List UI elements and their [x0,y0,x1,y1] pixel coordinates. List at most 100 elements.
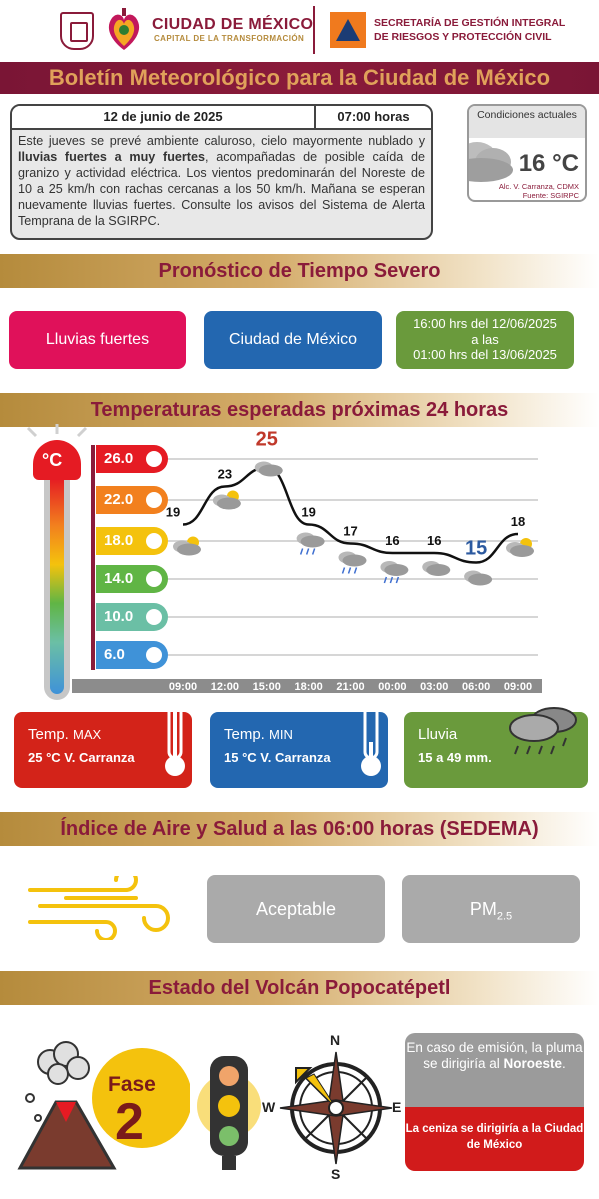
thermometer-icon [165,698,185,776]
stat-max-label-text: Temp. [28,726,69,743]
page-title: Boletín Meteorológico para la Ciudad de … [48,65,551,90]
stat-max-value: 25 °C V. Carranza [28,750,135,765]
rain-drop [389,576,394,584]
rain-cloud-icon [509,707,577,755]
bulletin-text-pre: Este jueves se prevé ambiente caluroso, … [18,134,425,148]
wind-icon [28,876,170,940]
data-label: 23 [218,467,232,482]
rain-drop [395,576,400,584]
compass-north: N [330,1032,341,1048]
severe-section-bar: Pronóstico de Tiempo Severo [0,254,599,288]
bulletin-text: Este jueves se prevé ambiente caluroso, … [12,130,431,232]
volcano-heading: Estado del Volcán Popocatépetl [148,977,451,999]
current-temperature: 16 °C [518,150,579,177]
cloud-icon [469,142,513,182]
plume-card: En caso de emisión, la pluma se dirigirí… [405,1033,584,1171]
agency-name: SECRETARÍA DE GESTIÓN INTEGRAL DE RIESGO… [374,16,574,44]
current-location: Alc. V. Carranza, CDMX Fuente: SGIRPC [499,182,579,200]
cdmx-shield-logo [60,12,94,50]
air-pollutant-sub: 2.5 [496,910,513,923]
sgirpc-logo [330,12,366,48]
phase-value: 2 [115,1093,144,1151]
partly-cloudy-icon [173,536,201,556]
stat-min-value: 15 °C V. Carranza [224,750,331,765]
air-status: Aceptable [207,875,385,943]
traffic-light-icon [197,1056,261,1170]
bulletin-box: 12 de junio de 2025 07:00 horas Este jue… [10,104,433,240]
temps-section-bar: Temperaturas esperadas próximas 24 horas [0,393,599,427]
scale-pill-10: 10.0 [96,603,168,631]
volcano-section-bar: Estado del Volcán Popocatépetl [0,971,599,1005]
rain-cloud-icon [380,561,409,584]
severe-period: 16:00 hrs del 12/06/2025 a las 01:00 hrs… [396,311,574,369]
severe-phenomenon: Lluvias fuertes [9,311,186,369]
x-tick-label: 18:00 [295,681,323,693]
plume-direction-text: En caso de emisión, la pluma se dirigirí… [405,1033,584,1107]
data-label: 16 [385,533,399,548]
org-title: CIUDAD DE MÉXICO [152,16,314,33]
current-source: Fuente: SGIRPC [522,191,579,200]
bulletin-date: 12 de junio de 2025 [12,106,316,128]
current-conditions: Condiciones actuales 16 °C Alc. V. Carra… [467,104,587,202]
data-label: 15 [465,538,487,560]
x-tick-label: 12:00 [211,681,239,693]
plume-text-pre: En caso de emisión, la pluma se dirigirí… [406,1040,583,1071]
thermometer-label: °C [42,450,63,470]
cloud-icon [464,570,493,586]
cloud-part [426,564,451,576]
header: CIUDAD DE MÉXICO CAPITAL DE LA TRANSFORM… [0,0,599,60]
data-label: 19 [301,505,315,520]
rain-drop [353,567,358,574]
bulletin-text-bold: lluvias fuertes a muy fuertes [18,150,205,164]
phase-label: Fase [108,1073,156,1096]
data-label: 16 [427,533,441,548]
cloud-part [300,535,325,548]
rain-drop [383,576,388,584]
x-tick-label: 09:00 [504,681,532,693]
scale-divider [91,445,95,670]
thermometer-icon [361,698,381,776]
plume-direction: Noroeste [503,1056,563,1071]
x-tick-label: 03:00 [420,681,448,693]
volcano-icon [17,1041,190,1170]
cloud-part [177,543,201,556]
thermometer-rays [26,424,88,438]
rain-cloud-icon [296,532,325,555]
org-subtitle: CAPITAL DE LA TRANSFORMACIÓN [154,34,305,43]
data-label: 25 [256,430,278,451]
bulletin-text-post: , acompañadas de posible caída de graniz… [18,150,425,228]
agency-line-2: DE RIESGOS Y PROTECCIÓN CIVIL [374,31,552,43]
rain-drop [311,548,316,555]
rain-drop [347,567,352,574]
rain-drop [299,548,304,555]
scale-pill-18: 18.0 [96,527,168,555]
rain-drop [305,548,310,555]
cloud-icon [254,461,283,477]
severe-area: Ciudad de México [204,311,382,369]
cloud-part [216,497,241,510]
scale-pill-6: 6.0 [96,641,168,669]
air-pollutant: PM2.5 [402,875,580,943]
data-label: 19 [166,505,180,520]
cloud-icon [422,561,451,576]
severe-period-start: 16:00 hrs del 12/06/2025 [413,316,557,331]
thermometer-icon [33,440,81,480]
compass-east: E [392,1099,402,1115]
stat-min-label: Temp. MIN [224,726,293,743]
compass-west: W [262,1099,276,1115]
stat-min-label-text: Temp. [224,726,265,743]
stat-max-label: Temp. MAX [28,726,101,743]
partly-cloudy-icon [212,490,241,510]
severe-period-join: a las [471,331,499,347]
current-heading: Condiciones actuales [469,106,585,138]
partly-cloudy-icon [506,538,534,557]
stat-max-label-small: MAX [73,727,102,742]
stat-min-label-small: MIN [269,727,293,742]
page-title-bar: Boletín Meteorológico para la Ciudad de … [0,62,599,94]
air-heading: Índice de Aire y Salud a las 06:00 horas… [60,818,539,840]
cloud-part [384,564,409,576]
air-section-bar: Índice de Aire y Salud a las 06:00 horas… [0,812,599,846]
stat-rain: Lluvia 15 a 49 mm. [404,707,588,788]
air-pollutant-name: PM [469,899,497,919]
scale-pill-22: 22.0 [96,486,168,514]
